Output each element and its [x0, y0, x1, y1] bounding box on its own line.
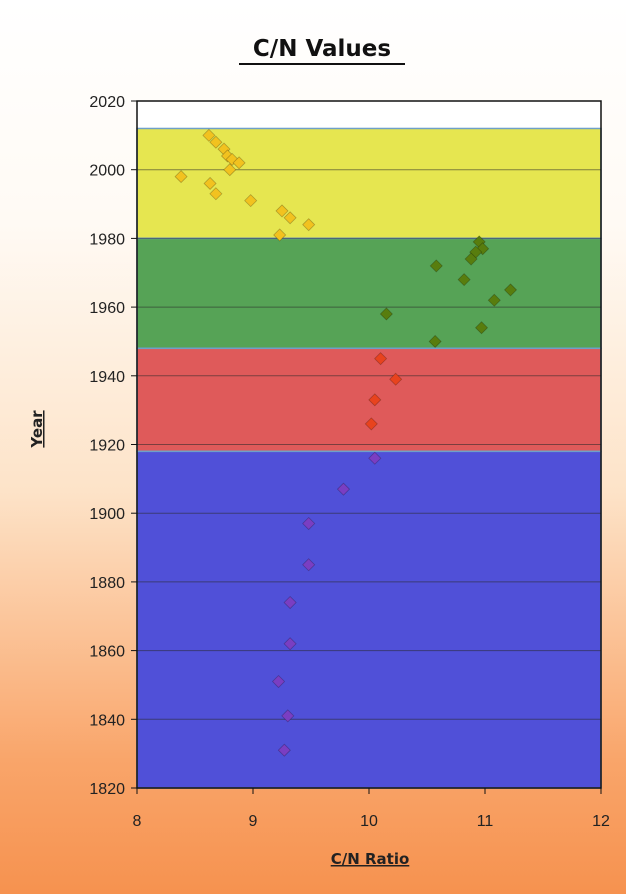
- data-point-series-1: [244, 194, 258, 208]
- x-axis-ticks: 8 9 10 11 12: [133, 788, 610, 830]
- data-point-series-1: [302, 218, 316, 232]
- era-bands: [136, 101, 602, 789]
- y-tick-label: 2020: [89, 94, 125, 111]
- x-tick-label: 11: [477, 813, 494, 830]
- data-point-series-1: [202, 128, 216, 142]
- y-axis-ticks: 1820 1840 1860 1880 1900 1920 1940 1960 1980 2000…: [89, 94, 137, 798]
- y-tick-label: 1960: [89, 300, 125, 317]
- x-tick-label: 12: [592, 813, 610, 830]
- y-tick-label: 1820: [89, 781, 125, 798]
- chart-title: C/N Values: [253, 36, 391, 62]
- data-point-series-3: [374, 352, 388, 366]
- data-point-series-3: [368, 393, 382, 407]
- data-point-series-2: [457, 273, 471, 287]
- data-point-series-4: [283, 637, 297, 651]
- data-point-series-1: [209, 135, 223, 149]
- data-point-series-3: [364, 417, 378, 431]
- y-tick-label: 1920: [89, 438, 125, 455]
- y-tick-label: 1980: [89, 231, 125, 248]
- data-point-series-2: [464, 252, 478, 266]
- data-point-series-1: [275, 204, 289, 218]
- data-point-series-2: [474, 321, 489, 335]
- y-tick-label: 1860: [89, 644, 125, 661]
- data-point-series-2: [428, 334, 442, 349]
- era-band-4: [136, 450, 602, 789]
- data-point-series-4: [277, 743, 291, 757]
- y-tick-label: 1900: [89, 506, 125, 523]
- x-tick-label: 10: [360, 813, 378, 830]
- data-point-series-4: [281, 709, 295, 723]
- data-point-series-1: [174, 170, 188, 184]
- y-tick-label: 1880: [89, 575, 125, 592]
- data-point-series-1: [283, 211, 297, 225]
- data-point-series-4: [336, 482, 351, 496]
- data-point-series-1: [273, 228, 287, 242]
- data-point-series-3: [389, 372, 403, 386]
- data-point-series-4: [302, 558, 316, 572]
- data-point-series-1: [232, 156, 246, 170]
- data-point-series-1: [209, 187, 223, 201]
- gridlines: [137, 169, 601, 720]
- data-point-series-2: [487, 293, 501, 307]
- data-point-series-4: [302, 516, 316, 531]
- data-point-series-2: [429, 259, 443, 273]
- data-point-series-2: [379, 307, 393, 321]
- data-points: [174, 128, 518, 757]
- y-tick-label: 1840: [89, 712, 125, 729]
- data-point-series-2: [503, 283, 518, 297]
- data-point-series-1: [223, 163, 237, 177]
- data-point-series-4: [368, 451, 382, 465]
- y-tick-label: 1940: [89, 369, 125, 386]
- data-point-series-1: [203, 176, 217, 191]
- y-axis-label: Year: [28, 410, 46, 449]
- data-point-series-4: [283, 595, 297, 610]
- x-tick-label: 9: [249, 813, 258, 830]
- data-point-series-4: [271, 674, 286, 689]
- x-axis-label: C/N Ratio: [331, 850, 410, 868]
- x-tick-label: 8: [133, 813, 142, 830]
- era-band-2: [136, 237, 602, 350]
- y-tick-label: 2000: [89, 163, 125, 180]
